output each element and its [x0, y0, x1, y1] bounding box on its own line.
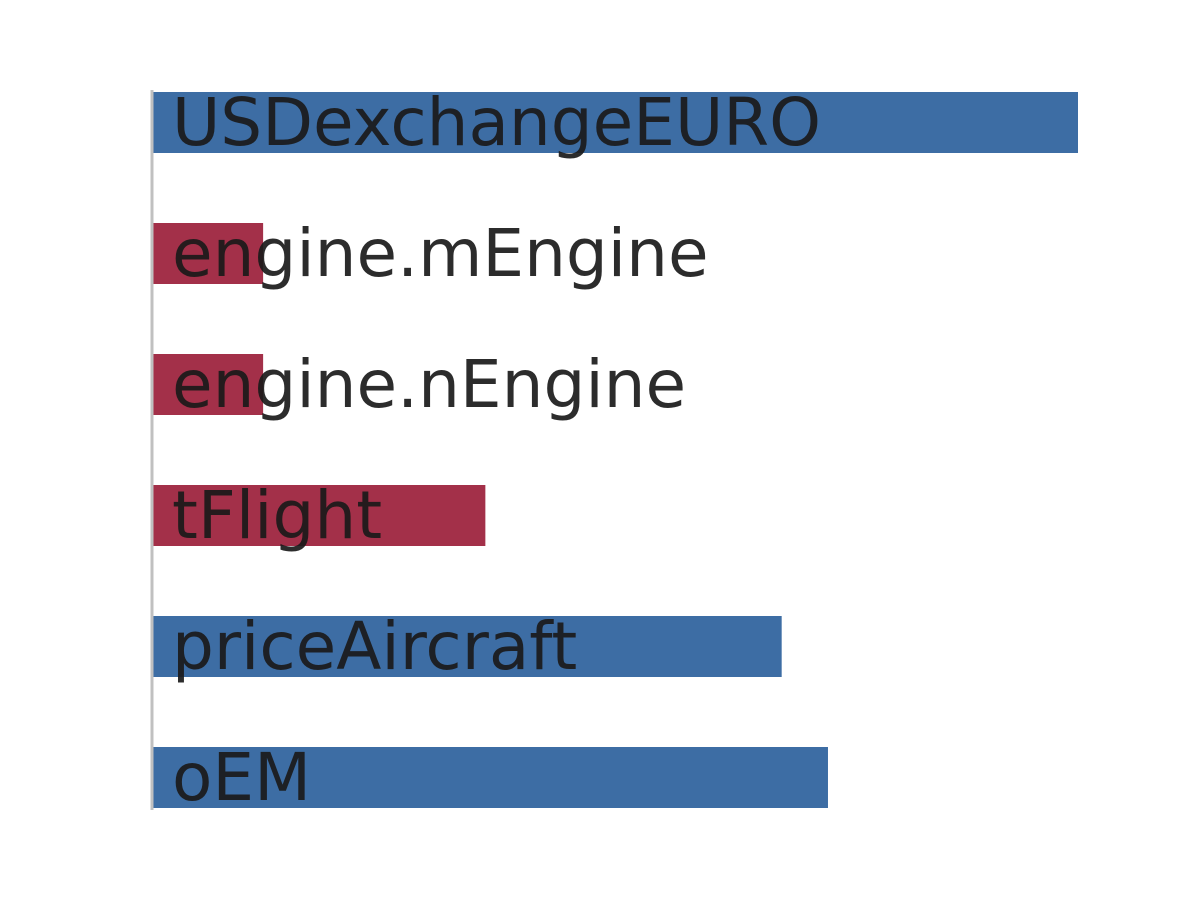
bar-label: oEM	[172, 739, 311, 816]
bars-layer	[152, 92, 1078, 808]
bar-priceaircraft	[152, 616, 782, 677]
bar-label: engine.nEngine	[172, 346, 686, 423]
bar-engine-mengine	[152, 223, 264, 284]
labels-layer: USDexchangeEURO engine.mEngine engine.nEng…	[172, 84, 821, 816]
bar-label: priceAircraft	[172, 608, 577, 685]
bar-tflight	[152, 485, 486, 546]
bar-usdexchangeeuro	[152, 92, 1078, 153]
bar-engine-nengine	[152, 354, 264, 415]
bar-label: engine.mEngine	[172, 215, 709, 292]
bar-label: USDexchangeEURO	[172, 84, 821, 161]
bar-label: tFlight	[172, 477, 382, 554]
bar-oem	[152, 747, 828, 808]
